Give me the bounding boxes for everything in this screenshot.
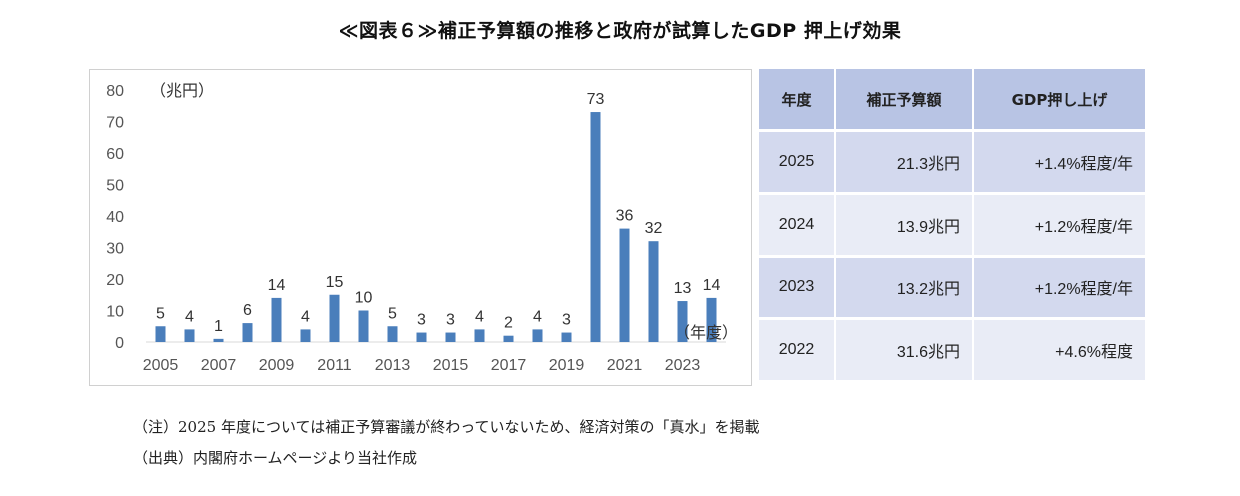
- bar-value-label: 4: [533, 308, 542, 325]
- x-tick-label: 2007: [201, 357, 237, 374]
- cell-budget: 13.9兆円: [836, 194, 972, 255]
- bar: [271, 297, 282, 342]
- y-tick-label: 80: [106, 83, 124, 100]
- bar: [329, 294, 340, 342]
- cell-gdp: +1.4%程度/年: [974, 132, 1145, 192]
- bar: [648, 241, 659, 342]
- x-tick-label: 2005: [143, 357, 179, 374]
- bar-value-label: 2: [504, 315, 513, 332]
- gdp-effect-table: 年度 補正予算額 GDP押し上げ 2025 21.3兆円 +1.4%程度/年 2…: [757, 66, 1147, 383]
- figure-title: ≪図表６≫補正予算額の推移と政府が試算したGDP 押上げ効果: [338, 20, 902, 42]
- x-axis-unit-label: （年度）: [674, 323, 738, 342]
- bar-value-label: 10: [355, 290, 373, 307]
- x-tick-label: 2015: [433, 357, 469, 374]
- bar: [590, 112, 601, 342]
- y-tick-label: 40: [106, 209, 124, 226]
- cell-gdp: +4.6%程度: [974, 320, 1145, 380]
- table-row: 2024 13.9兆円 +1.2%程度/年: [759, 194, 1145, 255]
- note-remark: （注）2025 年度については補正予算審議が終わっていないため、経済対策の「真水…: [133, 418, 760, 436]
- bar: [677, 301, 688, 342]
- x-tick-label: 2023: [665, 357, 701, 374]
- cell-gdp: +1.2%程度/年: [974, 194, 1145, 255]
- bar-value-label: 36: [616, 208, 634, 225]
- x-tick-label: 2009: [259, 357, 295, 374]
- bar-value-label: 5: [156, 305, 165, 322]
- header-gdp: GDP押し上げ: [974, 69, 1145, 129]
- bar-chart: 0 10 20 30 40 50 60 70 80 5 4 1 6 14 4 15 10 5 3 3 4 2 4 3 73 36 3…: [89, 69, 752, 386]
- bar: [358, 310, 369, 342]
- cell-budget: 13.2兆円: [836, 257, 972, 318]
- bar: [619, 228, 630, 342]
- bar-value-label: 1: [214, 318, 223, 335]
- bar: [155, 326, 166, 342]
- y-tick-label: 20: [106, 272, 124, 289]
- y-tick-label: 70: [106, 115, 124, 132]
- table-row: 2025 21.3兆円 +1.4%程度/年: [759, 132, 1145, 192]
- cell-year: 2023: [759, 257, 834, 318]
- bar-value-label: 3: [417, 312, 426, 329]
- header-year: 年度: [759, 69, 834, 129]
- x-tick-label: 2011: [317, 357, 352, 374]
- table-row: 2023 13.2兆円 +1.2%程度/年: [759, 257, 1145, 318]
- bar: [300, 329, 311, 342]
- bar: [387, 326, 398, 342]
- table-header-row: 年度 補正予算額 GDP押し上げ: [759, 69, 1145, 129]
- bar: [416, 332, 427, 342]
- bar-value-label: 32: [645, 220, 663, 237]
- bar: [445, 332, 456, 342]
- x-tick-label: 2013: [375, 357, 411, 374]
- x-tick-label: 2021: [607, 357, 643, 374]
- bar-value-label: 5: [388, 305, 397, 322]
- bar: [561, 332, 572, 342]
- cell-gdp: +1.2%程度/年: [974, 257, 1145, 318]
- bar-value-label: 4: [185, 308, 194, 325]
- bar: [184, 329, 195, 342]
- y-tick-label: 60: [106, 146, 124, 163]
- y-tick-label: 10: [106, 304, 124, 321]
- y-tick-label: 50: [106, 178, 124, 195]
- note-source: （出典）内閣府ホームページより当社作成: [133, 449, 417, 467]
- bar-value-label: 4: [475, 308, 484, 325]
- bar-value-label: 6: [243, 302, 252, 319]
- header-budget: 補正予算額: [836, 69, 972, 129]
- bar: [532, 329, 543, 342]
- bar-value-label: 15: [326, 274, 344, 291]
- x-tick-label: 2019: [549, 357, 585, 374]
- bar-chart-svg: 0 10 20 30 40 50 60 70 80 5 4 1 6 14 4 15 10 5 3 3 4 2 4 3 73 36 3…: [106, 81, 738, 374]
- table-row: 2022 31.6兆円 +4.6%程度: [759, 320, 1145, 380]
- bar: [503, 335, 514, 342]
- bar-value-label: 73: [587, 91, 605, 108]
- bar-value-label: 13: [674, 280, 692, 297]
- cell-budget: 21.3兆円: [836, 132, 972, 192]
- x-tick-label: 2017: [491, 357, 527, 374]
- bar: [706, 297, 717, 342]
- y-tick-label: 0: [115, 335, 124, 352]
- bar-value-label: 14: [703, 277, 721, 294]
- bar-value-label: 4: [301, 308, 310, 325]
- bar: [474, 329, 485, 342]
- y-axis-unit-label: （兆円）: [150, 81, 214, 100]
- y-tick-label: 30: [106, 241, 124, 258]
- bar-value-label: 3: [562, 312, 571, 329]
- bar-value-label: 3: [446, 312, 455, 329]
- bar: [213, 338, 224, 342]
- notes: （注）2025 年度については補正予算審議が終わっていないため、経済対策の「真水…: [133, 412, 759, 474]
- cell-year: 2025: [759, 132, 834, 192]
- bar-value-label: 14: [268, 277, 286, 294]
- cell-budget: 31.6兆円: [836, 320, 972, 380]
- cell-year: 2022: [759, 320, 834, 380]
- cell-year: 2024: [759, 194, 834, 255]
- bar: [242, 323, 253, 342]
